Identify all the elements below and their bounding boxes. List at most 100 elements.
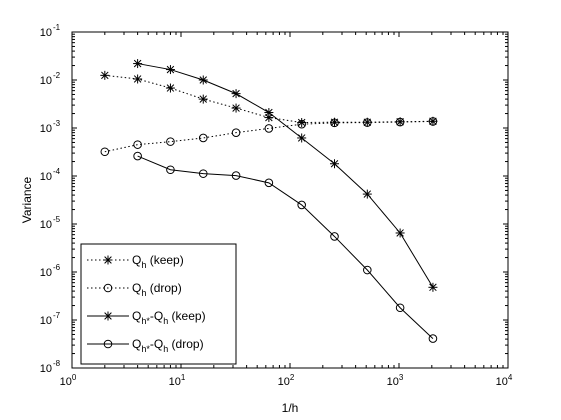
- y-tick-label: 10-4: [40, 167, 61, 183]
- y-tick-label: 10-8: [40, 359, 61, 375]
- y-tick-label: 10-6: [40, 263, 61, 279]
- y-tick-base: 10: [40, 219, 52, 231]
- data-point: [264, 178, 274, 188]
- data-point: [297, 133, 307, 143]
- data-point: [362, 189, 372, 199]
- legend-label: Qh*-Qh (drop): [132, 337, 204, 354]
- y-tick-base: 10: [40, 27, 52, 39]
- data-point: [264, 108, 274, 118]
- tick-labels: 100 101 102 103 10410-810-710-610-510-410-31…: [40, 23, 513, 388]
- legend-entry: Qh (keep): [87, 253, 184, 270]
- legend-entry: Qh*-Qh (drop): [87, 337, 204, 354]
- y-tick-exp: -8: [53, 359, 61, 368]
- data-point: [428, 117, 438, 126]
- x-tick-base: 10: [169, 376, 181, 388]
- data-point: [165, 65, 175, 75]
- y-tick-label: 10-2: [40, 71, 61, 87]
- series-layer: [100, 59, 438, 343]
- data-point: [231, 128, 241, 137]
- data-point: [165, 83, 175, 93]
- data-point: [166, 137, 175, 146]
- data-point: [264, 124, 274, 133]
- legend-marker: [103, 283, 113, 293]
- data-point: [133, 151, 142, 161]
- x-tick-exp: 0: [72, 373, 77, 382]
- data-point: [198, 75, 208, 85]
- x-tick-exp: 1: [181, 373, 186, 382]
- data-point: [198, 133, 208, 143]
- x-tick-base: 10: [60, 376, 72, 388]
- y-tick-base: 10: [40, 123, 52, 135]
- x-tick-exp: 3: [399, 373, 404, 382]
- y-tick-base: 10: [40, 171, 52, 183]
- x-tick-label: 104: [496, 373, 513, 388]
- y-axis-label: Variance: [20, 176, 34, 223]
- x-tick-base: 10: [387, 376, 399, 388]
- y-tick-base: 10: [40, 315, 52, 327]
- x-tick-exp: 2: [290, 373, 295, 382]
- x-tick-label: 102: [278, 373, 295, 388]
- y-tick-exp: -1: [53, 23, 61, 32]
- y-tick-exp: -7: [53, 311, 61, 320]
- data-point: [198, 169, 208, 178]
- legend-label: Qh*-Qh (keep): [132, 309, 206, 326]
- data-point: [428, 282, 438, 292]
- legend-marker: [103, 255, 113, 265]
- data-point: [297, 200, 306, 210]
- data-point: [329, 159, 339, 169]
- x-tick-label: 100: [60, 373, 77, 388]
- data-point: [231, 171, 241, 180]
- series-3: [133, 59, 438, 292]
- series-line: [137, 63, 434, 288]
- data-point: [363, 265, 372, 275]
- legend-marker: [103, 311, 113, 321]
- y-tick-exp: -2: [53, 71, 61, 80]
- data-point: [133, 140, 142, 149]
- x-axis-label: 1/h: [282, 401, 299, 415]
- data-point: [428, 334, 438, 343]
- y-tick-label: 10-7: [40, 311, 61, 327]
- legend-entry: Qh*-Qh (keep): [87, 309, 206, 326]
- data-point: [231, 103, 241, 113]
- legend: Qh (keep) Qh (drop) Qh*-Qh (keep) Qh*-Qh (d…: [80, 243, 237, 365]
- series-4: [133, 151, 438, 343]
- data-point: [363, 118, 372, 127]
- data-point: [395, 117, 405, 127]
- y-tick-exp: -3: [53, 119, 61, 128]
- data-point: [198, 94, 208, 104]
- y-tick-label: 10-3: [40, 119, 61, 135]
- y-tick-label: 10-1: [40, 23, 61, 39]
- data-point: [330, 232, 339, 241]
- axis-ticks: [71, 31, 509, 369]
- series-2: [100, 117, 438, 157]
- x-tick-exp: 4: [508, 373, 513, 382]
- data-point: [395, 303, 405, 313]
- x-tick-base: 10: [496, 376, 508, 388]
- legend-label: Qh (drop): [132, 281, 182, 298]
- legend-entry: Qh (drop): [87, 281, 182, 298]
- y-tick-exp: -6: [53, 263, 61, 272]
- data-point: [133, 59, 143, 69]
- y-tick-base: 10: [40, 363, 52, 375]
- data-point: [330, 118, 339, 128]
- series-line: [137, 155, 434, 339]
- y-tick-label: 10-5: [40, 215, 61, 231]
- data-point: [395, 228, 405, 238]
- y-tick-exp: -5: [53, 215, 61, 224]
- legend-label: Qh (keep): [132, 253, 184, 270]
- x-tick-label: 103: [387, 373, 404, 388]
- y-tick-base: 10: [40, 75, 52, 87]
- data-point: [133, 74, 143, 84]
- y-tick-base: 10: [40, 267, 52, 279]
- x-tick-label: 101: [169, 373, 186, 388]
- data-point: [297, 119, 306, 129]
- data-point: [100, 70, 110, 80]
- data-point: [166, 165, 175, 175]
- data-point: [100, 147, 110, 157]
- data-point: [231, 89, 241, 99]
- legend-marker: [103, 339, 113, 349]
- data-point: [428, 116, 438, 126]
- x-tick-base: 10: [278, 376, 290, 388]
- y-tick-exp: -4: [53, 167, 61, 176]
